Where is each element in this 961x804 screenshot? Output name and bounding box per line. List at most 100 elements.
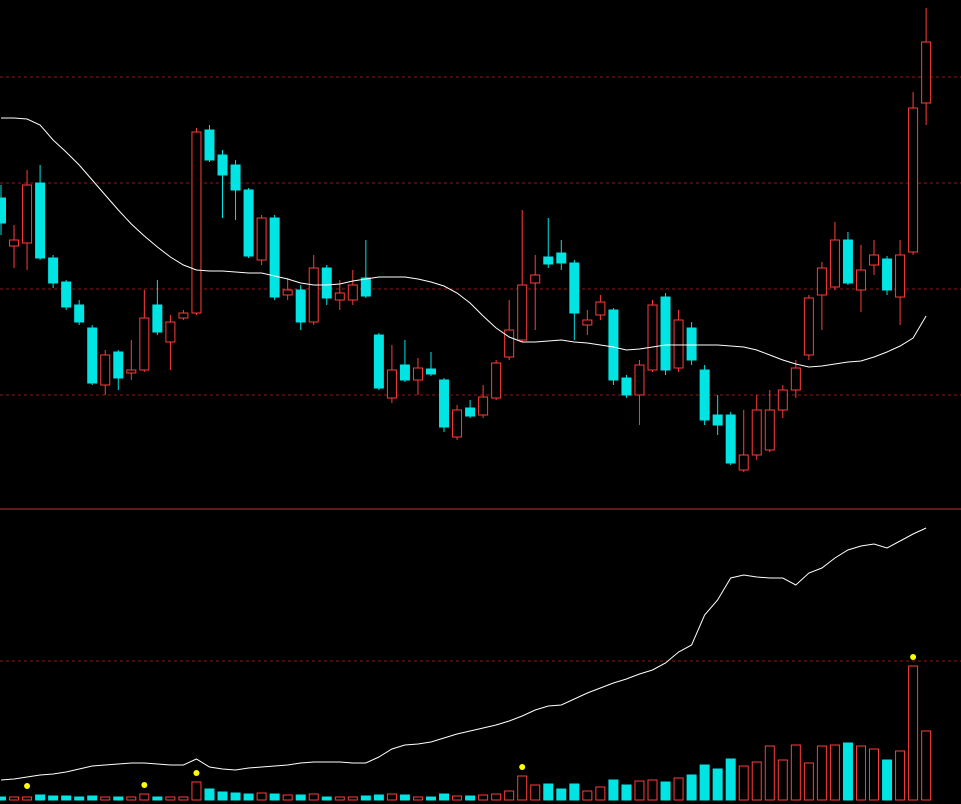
volume-bar xyxy=(491,793,502,801)
marker-dot xyxy=(193,770,200,776)
volume-bar xyxy=(803,762,814,801)
volume-bar xyxy=(347,796,358,801)
candle-body xyxy=(608,309,619,381)
volume-bar xyxy=(660,781,671,801)
line-line xyxy=(0,527,927,781)
candle-body xyxy=(217,154,228,176)
volume-bar xyxy=(360,795,371,801)
candle-body xyxy=(725,414,736,464)
volume-bar xyxy=(738,765,749,801)
candle-body xyxy=(556,252,567,264)
volume-bar xyxy=(869,748,880,801)
volume-bar xyxy=(790,744,801,801)
candle-body xyxy=(647,304,658,371)
candle-body xyxy=(673,319,684,369)
candle-body xyxy=(686,327,697,361)
candle-body xyxy=(35,182,46,259)
volume-bar xyxy=(634,780,645,801)
volume-bar xyxy=(673,777,684,801)
volume-bar xyxy=(282,794,293,801)
candle-body xyxy=(9,239,20,247)
marker-dot xyxy=(519,764,526,770)
volume-bar xyxy=(113,796,124,801)
candle-body xyxy=(543,256,554,265)
candle-body xyxy=(842,239,853,284)
volume-bar xyxy=(816,745,827,801)
candle-body xyxy=(882,258,893,291)
candle-body xyxy=(764,409,775,451)
candle-body xyxy=(139,317,150,371)
candle-body xyxy=(373,334,384,389)
candle-body xyxy=(256,217,267,261)
volume-bar xyxy=(0,796,6,801)
candle-body xyxy=(634,364,645,396)
candle-body xyxy=(751,409,762,456)
volume-bar xyxy=(842,742,853,801)
volume-bar xyxy=(9,796,20,801)
volume-bar xyxy=(61,795,72,801)
volume-bar xyxy=(582,790,593,801)
candle-body xyxy=(295,289,306,323)
candle-body xyxy=(347,284,358,301)
candle-body xyxy=(386,369,397,399)
candle-body xyxy=(165,321,176,343)
volume-bar xyxy=(399,794,410,801)
candle-body xyxy=(738,454,749,471)
volume-bar xyxy=(373,794,384,801)
volume-bar xyxy=(686,774,697,801)
candle-body xyxy=(777,389,788,411)
candle-body xyxy=(439,379,450,428)
candle-body xyxy=(100,354,111,386)
volume-bar xyxy=(921,730,932,801)
volume-bar xyxy=(530,784,541,801)
candle-body xyxy=(61,281,72,308)
candle-body xyxy=(517,284,528,341)
ma-line xyxy=(1,117,927,368)
candle-body xyxy=(699,369,710,421)
candle-body xyxy=(660,296,671,371)
candle-body xyxy=(178,312,189,319)
volume-bar xyxy=(48,795,59,801)
candle-body xyxy=(308,267,319,323)
candle-body xyxy=(334,292,345,301)
candle-body xyxy=(908,107,919,253)
volume-bar xyxy=(777,759,788,801)
marker-dot xyxy=(141,782,148,788)
volume-bar xyxy=(621,784,632,801)
candle-body xyxy=(790,367,801,391)
volume-bar xyxy=(152,796,163,801)
volume-bar xyxy=(178,796,189,801)
volume-bar xyxy=(386,793,397,801)
candle-body xyxy=(803,297,814,356)
candle-body xyxy=(152,304,163,333)
volume-bar xyxy=(191,781,202,801)
volume-bar xyxy=(425,796,436,801)
marker-dot xyxy=(24,783,31,789)
volume-bar xyxy=(139,793,150,801)
candle-body xyxy=(895,254,906,298)
candle-body xyxy=(829,239,840,288)
volume-bar xyxy=(230,792,241,801)
volume-bar xyxy=(334,796,345,801)
volume-bar xyxy=(126,796,137,801)
volume-bar xyxy=(725,758,736,801)
candle-body xyxy=(816,267,827,296)
volume-bar xyxy=(295,794,306,801)
volume-bar xyxy=(908,665,919,801)
volume-bar xyxy=(452,795,463,801)
volume-bar xyxy=(412,796,423,801)
volume-bar xyxy=(882,759,893,801)
volume-bar xyxy=(256,792,267,801)
candle-body xyxy=(360,277,371,297)
candle-body xyxy=(243,189,254,257)
volume-bar xyxy=(308,793,319,801)
volume-bar xyxy=(465,795,476,801)
volume-bar xyxy=(504,790,515,801)
candle-body xyxy=(22,184,33,244)
candle-body xyxy=(191,131,202,314)
candle-body xyxy=(74,304,85,323)
volume-bar xyxy=(165,796,176,801)
volume-bar xyxy=(647,779,658,801)
volume-bar xyxy=(699,764,710,801)
